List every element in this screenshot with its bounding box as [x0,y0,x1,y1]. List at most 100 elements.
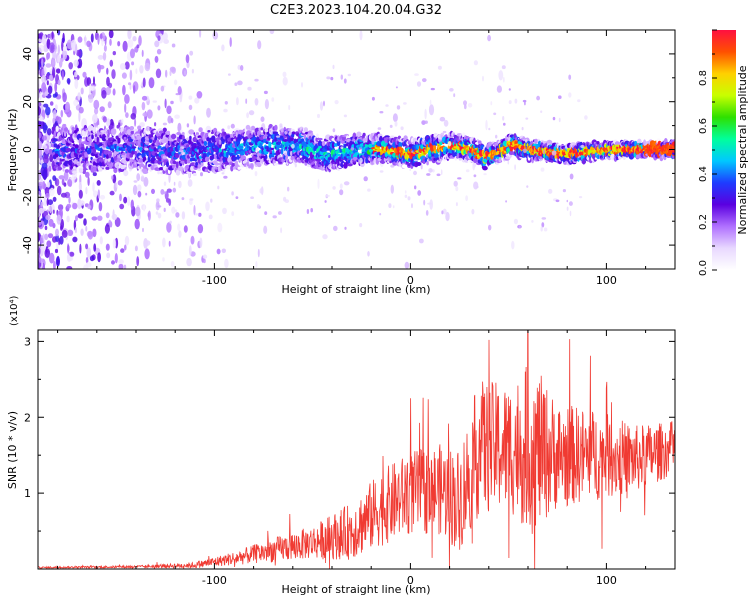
spectrogram-cell [108,153,112,159]
spectrogram-cell [137,184,142,192]
spectrogram-cell [38,101,42,107]
spectrogram-cell [212,31,219,40]
spectrogram-cell [266,158,270,161]
spectrogram-cell [49,205,53,214]
spectrogram-cell [502,116,505,121]
spectrogram-cell [264,211,268,216]
spectrogram-cell [66,203,72,209]
spectrogram-cell [91,216,98,221]
spectrogram-cell [48,142,52,149]
spectrogram-cell [509,148,513,152]
spectrogram-cell [325,194,330,197]
spectrogram-cell [88,92,94,103]
spectrogram-cell [426,173,431,176]
spectrogram-cell [584,115,588,120]
spectrogram-cell [176,132,182,136]
spectrogram-cell [282,139,289,142]
spectrogram-cell [471,208,475,215]
spectrogram-cell [147,156,151,163]
spectrogram-cell [414,185,417,190]
spectrogram-cell [290,150,293,157]
spectrogram-cell [67,179,73,187]
spectrogram-cell [197,158,201,164]
spectrogram-cell [128,82,132,86]
spectrogram-cell [129,126,135,131]
spectrogram-cell [234,82,238,86]
spectrogram-cell [44,248,51,258]
spectrogram-cell [379,170,384,173]
spectrogram-cell [526,185,529,188]
spectrogram-cell [596,141,600,145]
spectrogram-cell [52,196,57,202]
snr-background [38,330,675,569]
spectrogram-cell [97,33,100,45]
spectrogram-cell [425,210,429,216]
spectrogram-cell [580,145,585,148]
spectrogram-cell [367,251,370,257]
spectrogram-cell [181,197,185,201]
spectrogram-cell [268,141,272,148]
spectrogram-cell [458,157,462,161]
spectrogram-cell [43,155,49,165]
spectrogram-cell [259,142,263,148]
spectrogram-cell [464,104,467,110]
spectrogram-cell [249,163,254,168]
spectrogram-cell [105,87,112,96]
spectrogram-cell [279,123,283,128]
spectrogram-cell [301,82,303,88]
spectrogram-cell [101,38,104,47]
spectrogram-cell [46,120,52,127]
spectrogram-cell [145,192,148,196]
colorbar-tick-label: 0.8 [698,70,709,86]
spectrogram-cell [96,136,100,143]
spectrogram-cell [127,30,132,40]
spectrogram-cell [169,70,172,77]
spectrogram-cell [80,228,84,236]
spectrogram-cell [188,153,192,157]
spectrogram-cell [485,119,488,131]
spectrogram-cell [48,165,52,172]
spectrogram-cell [74,227,77,234]
spectrogram-cell [394,121,398,127]
spectrogram-cell [260,127,264,131]
spectrogram-cell [203,258,206,264]
spectrogram-cell [429,199,434,210]
spectrogram-cell [157,212,162,219]
spectrogram-cell [246,161,250,167]
spectrogram-cell [106,76,110,87]
spectrogram-cell [203,140,208,146]
spectrogram-cell [498,157,502,163]
spectrogram-cell [280,227,283,234]
spectrogram-cell [132,36,137,42]
spectrogram-cell [151,188,155,194]
spectrogram-cell [339,183,343,189]
spectrogram-cell [207,142,214,148]
spectrogram-cell [47,85,53,95]
y-tick-label: -40 [21,236,34,254]
spectrogram-cell [166,130,171,135]
spectrogram-cell [192,172,197,177]
spectrogram-cell [465,169,470,173]
spectrogram-cell [38,169,42,181]
spectrogram-cell [439,141,443,146]
spectrogram-cell [303,127,308,133]
spectrogram-cell [85,257,89,264]
spectrogram-cell [38,181,44,187]
spectrogram-cell [59,235,64,245]
spectrogram-cell [175,212,180,218]
spectrogram-cell [198,127,203,133]
spectrogram-cell [174,152,180,159]
spectrogram-cell [508,88,511,91]
spectrogram-cell [263,225,268,234]
spectrogram-cell [206,107,211,118]
spectrogram-cell [246,112,250,119]
y-tick-label: 0 [21,146,34,153]
spectrogram-cell [92,90,95,96]
spectrogram-cell [66,266,73,269]
spectrogram-cell [359,30,363,41]
spectrogram-cell [400,126,404,131]
spectrogram-cell [482,166,488,171]
spectrogram-cell [223,166,228,169]
spectrogram-cell [170,117,174,124]
spectrogram-cell [99,194,106,200]
